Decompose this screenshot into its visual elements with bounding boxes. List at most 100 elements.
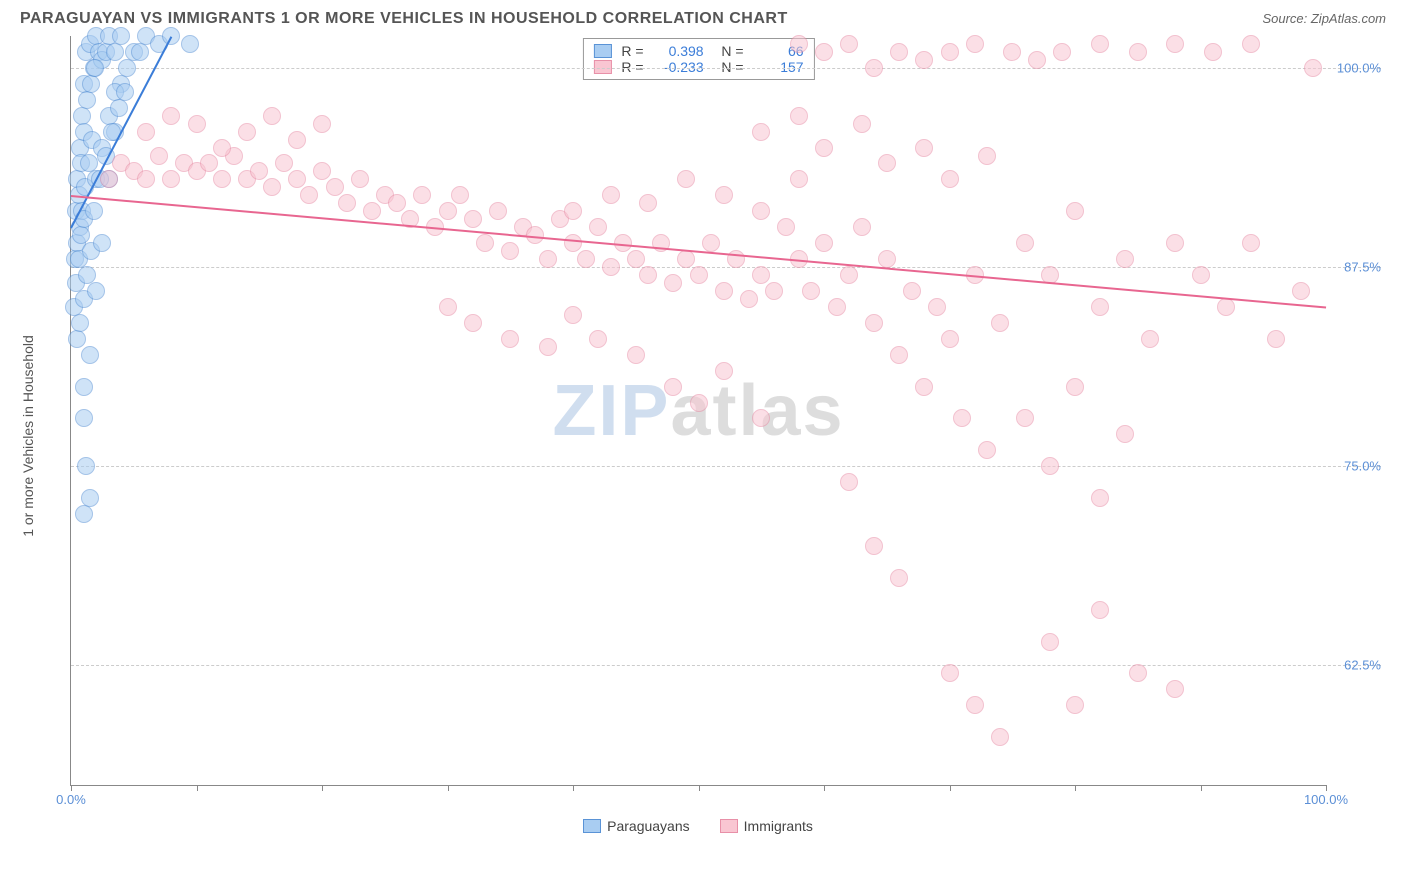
data-point-immigrants — [1304, 59, 1322, 77]
data-point-immigrants — [840, 35, 858, 53]
data-point-immigrants — [840, 473, 858, 491]
data-point-immigrants — [790, 35, 808, 53]
data-point-immigrants — [263, 178, 281, 196]
data-point-immigrants — [238, 123, 256, 141]
data-point-paraguayans — [181, 35, 199, 53]
data-point-immigrants — [213, 170, 231, 188]
data-point-immigrants — [1192, 266, 1210, 284]
data-point-immigrants — [1166, 35, 1184, 53]
data-point-immigrants — [966, 35, 984, 53]
x-tick — [699, 785, 700, 791]
data-point-paraguayans — [75, 505, 93, 523]
data-point-immigrants — [1016, 409, 1034, 427]
data-point-immigrants — [978, 441, 996, 459]
data-point-immigrants — [828, 298, 846, 316]
y-tick-label: 75.0% — [1344, 459, 1381, 474]
data-point-immigrants — [188, 115, 206, 133]
data-point-immigrants — [602, 258, 620, 276]
swatch-icon — [720, 819, 738, 833]
x-tick — [1201, 785, 1202, 791]
x-tick — [71, 785, 72, 791]
data-point-immigrants — [1242, 234, 1260, 252]
data-point-immigrants — [388, 194, 406, 212]
data-point-immigrants — [941, 330, 959, 348]
data-point-immigrants — [1003, 43, 1021, 61]
data-point-immigrants — [715, 282, 733, 300]
data-point-immigrants — [890, 43, 908, 61]
data-point-immigrants — [150, 147, 168, 165]
data-point-immigrants — [715, 186, 733, 204]
data-point-immigrants — [815, 43, 833, 61]
data-point-paraguayans — [77, 457, 95, 475]
data-point-paraguayans — [75, 409, 93, 427]
data-point-immigrants — [840, 266, 858, 284]
legend-label: Immigrants — [744, 818, 813, 834]
data-point-immigrants — [765, 282, 783, 300]
x-tick — [1075, 785, 1076, 791]
data-point-immigrants — [1141, 330, 1159, 348]
data-point-immigrants — [577, 250, 595, 268]
x-tick — [322, 785, 323, 791]
data-point-immigrants — [702, 234, 720, 252]
data-point-immigrants — [903, 282, 921, 300]
data-point-immigrants — [690, 394, 708, 412]
data-point-immigrants — [915, 139, 933, 157]
data-point-immigrants — [1091, 35, 1109, 53]
data-point-paraguayans — [87, 282, 105, 300]
x-tick-label: 100.0% — [1304, 792, 1348, 807]
data-point-immigrants — [1267, 330, 1285, 348]
data-point-immigrants — [790, 107, 808, 125]
data-point-immigrants — [1116, 425, 1134, 443]
data-point-immigrants — [1028, 51, 1046, 69]
data-point-immigrants — [627, 250, 645, 268]
data-point-immigrants — [351, 170, 369, 188]
data-point-immigrants — [137, 123, 155, 141]
legend-row-paraguayans: R =0.398 N =66 — [593, 43, 803, 59]
data-point-immigrants — [1217, 298, 1235, 316]
data-point-immigrants — [752, 202, 770, 220]
data-point-immigrants — [1166, 234, 1184, 252]
data-point-immigrants — [790, 170, 808, 188]
scatter-plot-area: ZIPatlas R =0.398 N =66 R =-0.233 N =157… — [70, 36, 1326, 786]
data-point-paraguayans — [106, 43, 124, 61]
x-tick — [573, 785, 574, 791]
data-point-immigrants — [677, 170, 695, 188]
x-tick — [1326, 785, 1327, 791]
data-point-immigrants — [941, 170, 959, 188]
data-point-immigrants — [815, 234, 833, 252]
chart-title: PARAGUAYAN VS IMMIGRANTS 1 OR MORE VEHIC… — [20, 10, 788, 28]
data-point-immigrants — [865, 314, 883, 332]
data-point-immigrants — [476, 234, 494, 252]
data-point-immigrants — [715, 362, 733, 380]
data-point-paraguayans — [131, 43, 149, 61]
data-point-immigrants — [752, 123, 770, 141]
data-point-immigrants — [250, 162, 268, 180]
data-point-immigrants — [664, 378, 682, 396]
data-point-paraguayans — [112, 27, 130, 45]
x-tick — [448, 785, 449, 791]
data-point-immigrants — [915, 51, 933, 69]
data-point-immigrants — [1116, 250, 1134, 268]
data-point-immigrants — [464, 210, 482, 228]
data-point-immigrants — [1091, 601, 1109, 619]
data-point-immigrants — [627, 346, 645, 364]
data-point-immigrants — [300, 186, 318, 204]
data-point-immigrants — [413, 186, 431, 204]
data-point-immigrants — [564, 234, 582, 252]
data-point-immigrants — [602, 186, 620, 204]
data-point-immigrants — [501, 330, 519, 348]
data-point-immigrants — [451, 186, 469, 204]
data-point-immigrants — [564, 306, 582, 324]
data-point-immigrants — [1204, 43, 1222, 61]
y-tick-label: 100.0% — [1337, 60, 1381, 75]
data-point-paraguayans — [71, 314, 89, 332]
data-point-immigrants — [853, 115, 871, 133]
data-point-immigrants — [878, 250, 896, 268]
data-point-immigrants — [1053, 43, 1071, 61]
data-point-immigrants — [802, 282, 820, 300]
data-point-immigrants — [865, 537, 883, 555]
data-point-immigrants — [991, 314, 1009, 332]
data-point-paraguayans — [110, 99, 128, 117]
data-point-immigrants — [589, 330, 607, 348]
legend-item-immigrants: Immigrants — [720, 818, 813, 834]
